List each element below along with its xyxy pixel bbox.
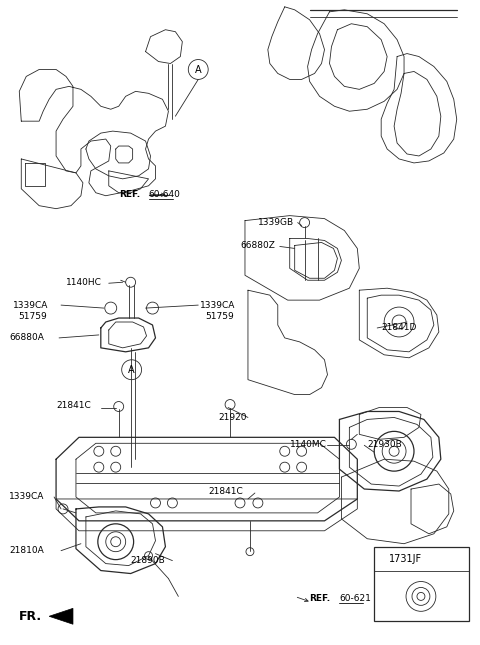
Polygon shape (49, 608, 73, 624)
Text: 21930B: 21930B (367, 440, 402, 449)
Text: 21810A: 21810A (9, 546, 44, 555)
Text: 21890B: 21890B (131, 556, 166, 565)
Text: 1140MC: 1140MC (290, 440, 326, 449)
Text: FR.: FR. (19, 610, 42, 623)
Text: 21841D: 21841D (381, 324, 417, 332)
Text: 60-640: 60-640 (148, 190, 180, 199)
Text: 66880A: 66880A (9, 333, 44, 342)
Text: 60-621: 60-621 (339, 594, 372, 603)
Bar (374, 547, 468, 621)
Text: 1140HC: 1140HC (66, 278, 102, 287)
Text: 21920: 21920 (218, 413, 247, 422)
Text: 51759: 51759 (18, 312, 47, 321)
Text: 1339GB: 1339GB (258, 218, 294, 227)
Text: 21841C: 21841C (56, 401, 91, 410)
Text: 1339CA: 1339CA (13, 301, 48, 310)
Text: REF.: REF. (310, 594, 331, 603)
Text: REF.: REF. (119, 190, 140, 199)
Text: A: A (195, 65, 202, 75)
Text: 1339CA: 1339CA (200, 301, 236, 310)
Text: A: A (128, 365, 135, 375)
Text: 1731JF: 1731JF (389, 553, 422, 564)
Text: 66880Z: 66880Z (240, 241, 275, 250)
Text: 51759: 51759 (205, 312, 234, 321)
Text: 21841C: 21841C (208, 486, 243, 495)
Text: 1339CA: 1339CA (9, 493, 45, 501)
